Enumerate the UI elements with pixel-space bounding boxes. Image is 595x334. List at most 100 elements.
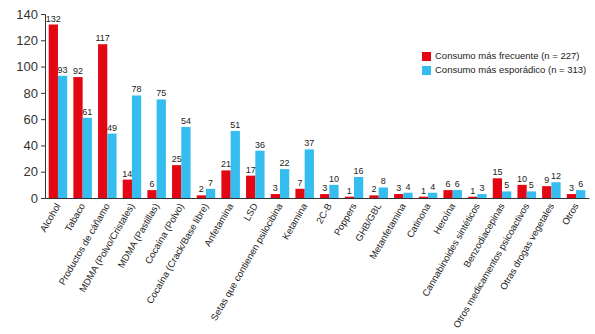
x-tick: 2C-B [314, 198, 334, 225]
data-label: 1 [421, 186, 426, 196]
bar [477, 194, 486, 198]
x-tick: Cocaína (Crack/Base libre) [144, 198, 211, 305]
data-label: 132 [46, 14, 61, 24]
data-label: 117 [95, 33, 109, 43]
data-label: 92 [73, 66, 83, 76]
y-tick: 80 [24, 86, 45, 101]
data-label: 25 [172, 154, 182, 164]
bar [453, 190, 462, 198]
x-tick: Setas que contienen psilocibina [208, 198, 285, 322]
bar [551, 182, 560, 198]
x-tick-label: Setas que contienen psilocibina [208, 201, 285, 323]
bar [369, 195, 378, 198]
bars [49, 25, 586, 198]
data-label: 36 [255, 140, 265, 150]
bar [379, 187, 388, 198]
y-tick-label: 80 [24, 86, 38, 101]
data-label: 1 [470, 186, 475, 196]
bar [329, 185, 338, 198]
bar [157, 99, 166, 198]
x-tick: Heroína [431, 198, 458, 236]
data-label: 9 [544, 175, 549, 185]
bar [49, 25, 58, 198]
x-tick-label: Metanfetamina [367, 201, 408, 262]
data-label: 22 [280, 158, 290, 168]
legend-swatch [422, 66, 431, 75]
bar [443, 190, 452, 198]
y-tick: 120 [16, 33, 45, 48]
legend-item: Consumo más esporádico (n = 313) [422, 64, 586, 75]
x-tick-label: Tabaco [62, 201, 87, 233]
bar [271, 194, 280, 198]
y-tick: 140 [16, 7, 45, 22]
bar [542, 186, 551, 198]
data-label: 10 [329, 174, 339, 184]
legend-label: Consumo más esporádico (n = 313) [435, 64, 586, 75]
x-axis: AlcoholTabacoProductos de cáñamoMDMA (Po… [37, 198, 589, 330]
bar [576, 190, 585, 198]
x-tick: Alcohol [37, 198, 62, 234]
x-tick: Metanfetamina [367, 198, 408, 261]
data-label: 37 [304, 138, 314, 148]
chart: 1329211714625221173731231611510939361497… [0, 0, 595, 334]
x-tick-label: Otros [560, 201, 581, 227]
bar [517, 185, 526, 198]
data-label: 14 [122, 169, 132, 179]
x-tick: Tabaco [62, 198, 87, 233]
bar [147, 190, 156, 198]
y-tick-label: 60 [24, 112, 38, 127]
data-label: 3 [569, 183, 574, 193]
bar [107, 134, 116, 198]
y-tick-mark [41, 40, 45, 41]
data-labels: 1329211714625221173731231611510939361497… [46, 14, 583, 196]
bar [172, 165, 181, 198]
bar [206, 189, 215, 198]
data-label: 49 [107, 123, 117, 133]
y-tick: 100 [16, 59, 45, 74]
bar [132, 95, 141, 198]
y-tick: 20 [24, 164, 45, 179]
y-tick: 40 [24, 138, 45, 153]
y-tick: 0 [31, 191, 45, 206]
x-tick-label: LSD [241, 201, 260, 223]
bar [197, 195, 206, 198]
legend: Consumo más frecuente (n = 227)Consumo m… [422, 50, 586, 75]
data-label: 54 [181, 116, 191, 126]
data-label: 17 [246, 165, 256, 175]
bar [181, 127, 190, 198]
bar [280, 169, 289, 198]
data-label: 15 [492, 167, 502, 177]
y-tick-mark [41, 198, 45, 199]
bar [468, 197, 477, 198]
x-tick: LSD [241, 198, 260, 223]
y-tick-label: 120 [16, 33, 38, 48]
x-tick: Poppers [331, 198, 358, 237]
y-tick-label: 40 [24, 138, 38, 153]
x-axis-line [46, 198, 590, 199]
bar [255, 151, 264, 198]
y-tick-mark [41, 14, 45, 15]
y-tick-label: 100 [16, 59, 38, 74]
bar [123, 180, 132, 198]
bar [295, 189, 304, 198]
data-label: 12 [551, 171, 561, 181]
data-label: 16 [354, 166, 364, 176]
data-label: 10 [517, 174, 527, 184]
data-label: 3 [273, 183, 278, 193]
data-label: 3 [322, 183, 327, 193]
data-label: 6 [455, 179, 460, 189]
data-label: 7 [208, 178, 213, 188]
bar [394, 194, 403, 198]
x-tick: Otras drogas vegetales [497, 198, 556, 292]
y-tick-label: 20 [24, 164, 38, 179]
y-tick-mark [41, 145, 45, 146]
bar [83, 118, 92, 198]
plot: 1329211714625221173731231611510939361497… [16, 7, 589, 330]
y-tick-mark [41, 93, 45, 94]
data-label: 78 [132, 84, 142, 94]
bar [305, 149, 314, 198]
data-label: 61 [82, 107, 92, 117]
data-label: 6 [578, 179, 583, 189]
bar [221, 170, 230, 198]
x-tick-label: Anfetamina [202, 201, 236, 249]
